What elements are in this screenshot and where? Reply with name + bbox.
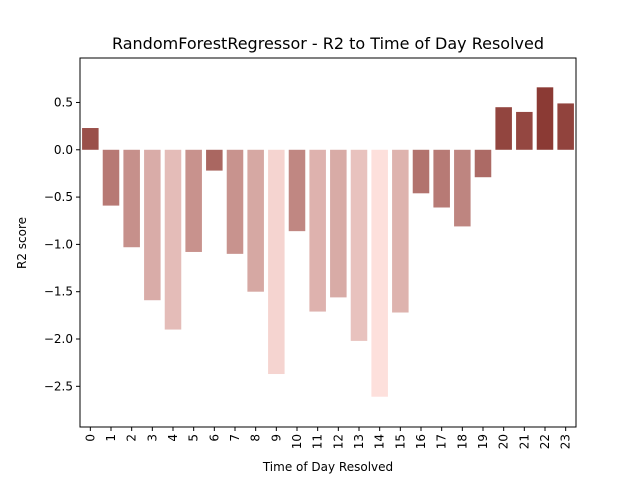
bar-15 <box>392 149 409 313</box>
plot-frame <box>79 57 577 428</box>
x-tick-label: 0 <box>83 434 97 442</box>
bar-23 <box>557 103 574 150</box>
bar-7 <box>226 149 244 254</box>
bar-8 <box>247 149 264 292</box>
bar-21 <box>516 111 533 150</box>
bar-0 <box>82 128 99 150</box>
x-tick-label: 7 <box>228 434 242 442</box>
x-tick-label: 22 <box>538 434 552 449</box>
x-tick-label: 18 <box>455 434 469 449</box>
x-tick-label: 19 <box>476 434 490 449</box>
bar-12 <box>330 149 347 298</box>
chart-title: RandomForestRegressor - R2 to Time of Da… <box>112 34 544 53</box>
x-tick-label: 15 <box>393 434 407 449</box>
x-tick-label: 2 <box>125 434 139 442</box>
x-tick-label: 21 <box>517 434 531 449</box>
bar-1 <box>102 149 120 206</box>
bar-20 <box>495 107 512 150</box>
x-tick-label: 11 <box>311 434 325 449</box>
bar-5 <box>185 149 202 252</box>
bar-13 <box>350 149 368 341</box>
bar-16 <box>412 149 430 194</box>
x-tick-label: 10 <box>290 434 304 449</box>
x-tick-label: 3 <box>145 434 159 442</box>
bar-19 <box>474 149 492 178</box>
y-tick-label: 0.5 <box>54 95 73 109</box>
x-tick-label: 6 <box>207 434 221 442</box>
x-tick-label: 12 <box>331 434 345 449</box>
y-axis-label: R2 score <box>15 217 29 269</box>
bar-2 <box>123 149 140 248</box>
x-tick-label: 14 <box>373 434 387 449</box>
bar-6 <box>206 149 223 171</box>
x-tick-label: 13 <box>352 434 366 449</box>
x-tick-label: 5 <box>187 434 201 442</box>
y-tick-label: −1.5 <box>44 285 73 299</box>
x-tick-label: 1 <box>104 434 118 442</box>
x-tick-label: 4 <box>166 434 180 442</box>
bar-17 <box>433 149 450 208</box>
bars-group <box>82 87 574 397</box>
y-axis: 0.5 0.0 −0.5 −1.0 −1.5 −2.0 −2.5 <box>44 95 80 393</box>
x-tick-label: 20 <box>497 434 511 449</box>
bar-11 <box>309 149 326 312</box>
bar-9 <box>268 149 285 375</box>
bar-22 <box>536 87 554 150</box>
x-tick-label: 17 <box>435 434 449 449</box>
bar-18 <box>454 149 471 227</box>
x-tick-label: 23 <box>559 434 573 449</box>
x-axis: 0 1 2 3 4 5 6 7 8 9 10 11 12 13 14 15 16 17 18 19 20 21 22 23 <box>83 427 573 449</box>
x-tick-label: 9 <box>269 434 283 442</box>
x-axis-label: Time of Day Resolved <box>262 460 393 474</box>
y-tick-label: −2.5 <box>44 379 73 393</box>
x-tick-label: 8 <box>249 434 263 442</box>
bar-14 <box>371 149 388 397</box>
bar-10 <box>288 149 306 232</box>
y-tick-label: 0.0 <box>54 143 73 157</box>
x-tick-label: 16 <box>414 434 428 449</box>
y-tick-label: −1.0 <box>44 237 73 251</box>
y-tick-label: −2.0 <box>44 332 73 346</box>
y-tick-label: −0.5 <box>44 190 73 204</box>
bar-3 <box>144 149 161 301</box>
bar-4 <box>164 149 182 330</box>
